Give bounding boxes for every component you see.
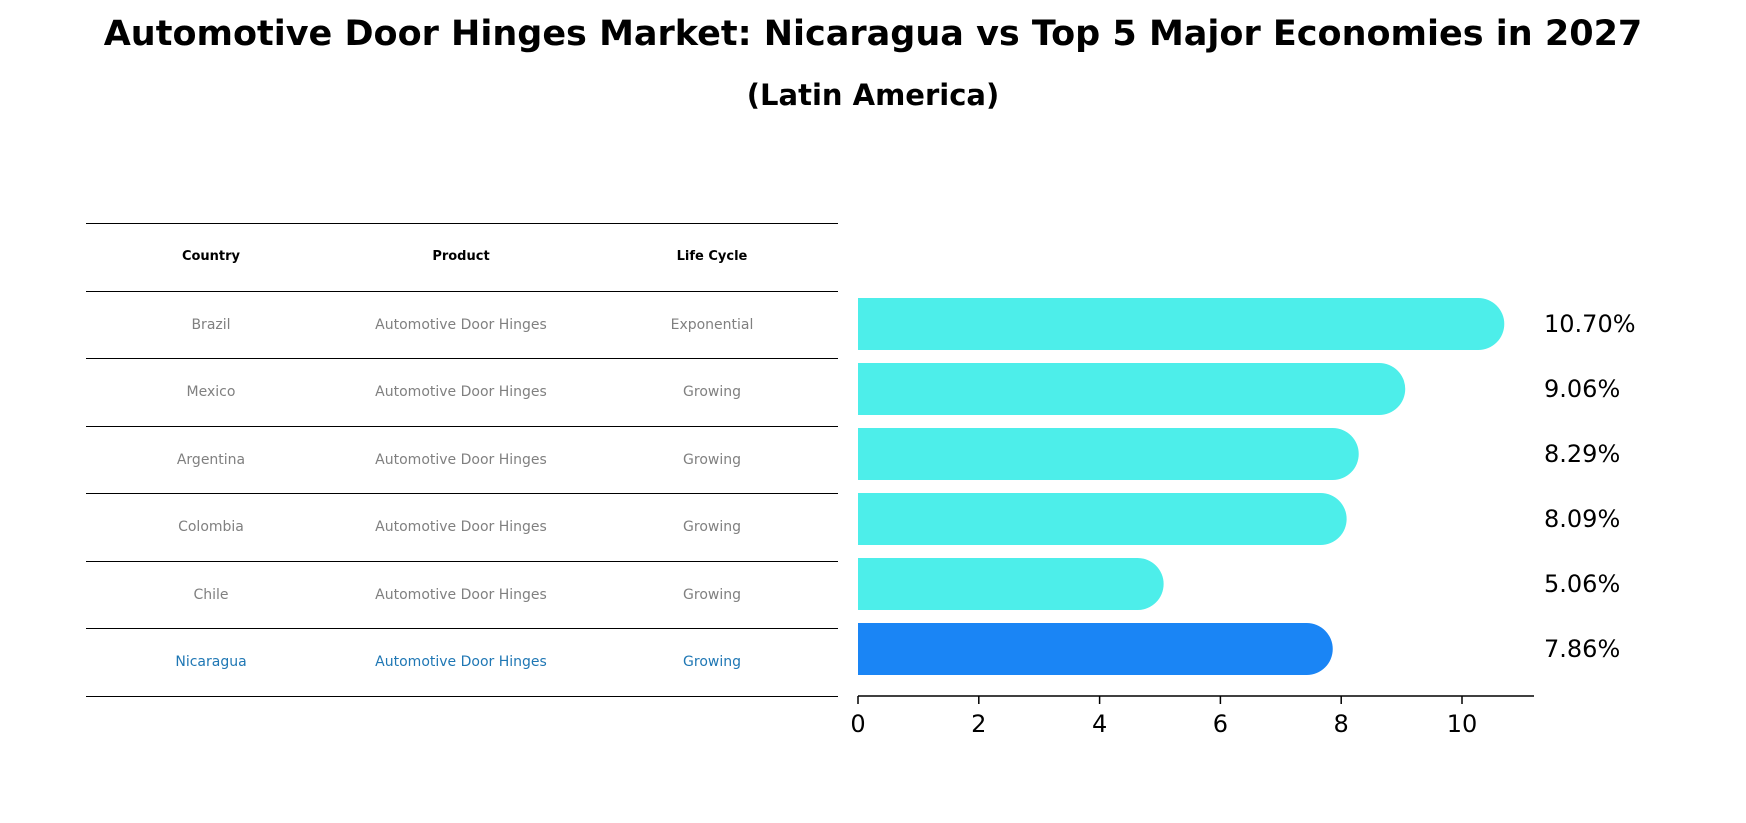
table-row: Brazil Automotive Door Hinges Exponentia… — [86, 290, 838, 359]
country-cell: Mexico — [186, 384, 236, 400]
life-cycle-cell: Growing — [683, 384, 741, 400]
country-cell: Chile — [193, 586, 229, 603]
value-label: 7.86% — [1544, 635, 1620, 663]
bar — [858, 428, 1359, 480]
product-cell: Automotive Door Hinges — [375, 316, 547, 333]
bar — [858, 558, 1164, 610]
x-tick-label: 2 — [971, 710, 986, 738]
value-label: 8.09% — [1544, 505, 1620, 533]
table-row: Colombia Automotive Door Hinges Growing — [86, 493, 838, 561]
x-tick-label: 4 — [1092, 710, 1107, 738]
x-tick-label: 6 — [1213, 710, 1228, 738]
chart-title: Automotive Door Hinges Market: Nicaragua… — [103, 14, 1643, 54]
header-product: Product — [432, 249, 490, 264]
table-row: Argentina Automotive Door Hinges Growing — [86, 425, 838, 494]
x-tick-label: 8 — [1334, 710, 1349, 738]
value-label: 5.06% — [1544, 570, 1620, 598]
value-label: 8.29% — [1544, 440, 1620, 468]
value-label: 9.06% — [1544, 375, 1620, 403]
product-cell: Automotive Door Hinges — [375, 586, 547, 603]
country-cell: Nicaragua — [175, 654, 247, 670]
country-cell: Colombia — [178, 519, 244, 535]
country-table: Country Product Life Cycle Brazil Automo… — [86, 223, 838, 697]
table-row-highlighted: Nicaragua Automotive Door Hinges Growing — [86, 628, 838, 697]
bar — [858, 493, 1347, 545]
header-life-cycle: Life Cycle — [676, 249, 748, 264]
life-cycle-cell: Growing — [683, 519, 741, 535]
life-cycle-cell: Growing — [683, 451, 741, 468]
country-cell: Argentina — [176, 451, 246, 468]
country-cell: Brazil — [191, 316, 231, 333]
life-cycle-cell: Growing — [683, 654, 741, 670]
table-row: Mexico Automotive Door Hinges Growing — [86, 358, 838, 426]
value-label: 10.70% — [1544, 310, 1636, 338]
bar — [858, 363, 1406, 415]
header-country: Country — [181, 249, 241, 264]
x-tick-label: 0 — [850, 710, 865, 738]
product-cell: Automotive Door Hinges — [375, 654, 547, 670]
bar — [858, 298, 1505, 350]
bar-highlighted — [858, 623, 1333, 675]
life-cycle-cell: Exponential — [670, 316, 754, 333]
product-cell: Automotive Door Hinges — [375, 451, 547, 468]
chart-subtitle: (Latin America) — [746, 78, 1000, 112]
product-cell: Automotive Door Hinges — [375, 519, 547, 535]
product-cell: Automotive Door Hinges — [375, 384, 547, 400]
table-header-row: Country Product Life Cycle — [86, 223, 838, 291]
life-cycle-cell: Growing — [683, 586, 741, 603]
table-row: Chile Automotive Door Hinges Growing — [86, 560, 838, 629]
x-tick-label: 10 — [1447, 710, 1478, 738]
